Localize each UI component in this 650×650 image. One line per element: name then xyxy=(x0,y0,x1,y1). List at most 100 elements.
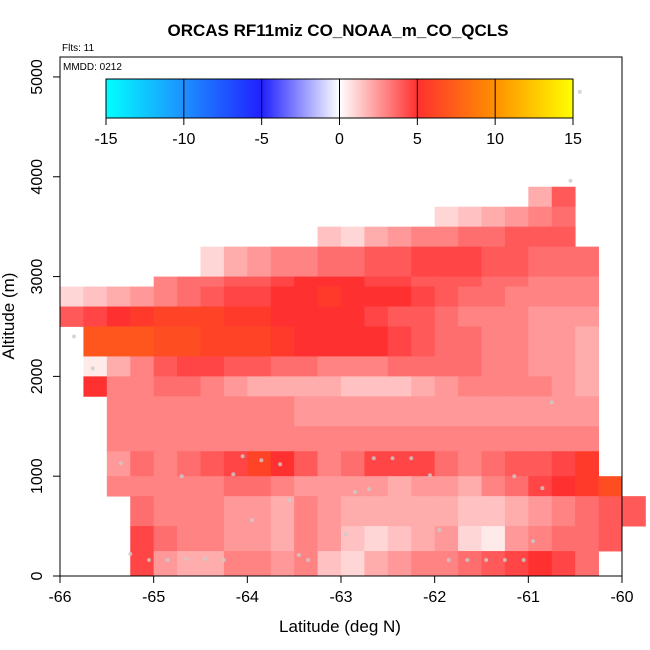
heatmap-cell xyxy=(200,426,225,452)
heatmap-cell xyxy=(200,496,225,527)
heatmap-cell xyxy=(153,551,178,577)
heatmap-cell xyxy=(387,306,412,327)
heatmap-cell xyxy=(551,476,576,497)
heatmap-cell xyxy=(481,356,506,377)
heatmap-cell xyxy=(551,226,576,248)
heatmap-cell xyxy=(153,426,178,452)
heatmap-cell xyxy=(551,206,576,228)
sample-point xyxy=(259,458,264,463)
sample-point xyxy=(531,539,536,544)
heatmap-cell xyxy=(434,326,459,357)
heatmap-cell xyxy=(504,276,529,287)
heatmap-cell xyxy=(223,376,248,397)
heatmap-cell xyxy=(200,451,225,477)
heatmap-cell xyxy=(528,551,553,577)
heatmap-cell xyxy=(481,276,506,287)
heatmap-cell xyxy=(270,286,295,307)
heatmap-cell xyxy=(551,356,576,377)
heatmap-cell xyxy=(130,326,155,357)
heatmap-cell xyxy=(177,326,201,357)
heatmap-cell xyxy=(153,451,178,477)
heatmap-cell xyxy=(551,551,576,577)
heatmap-cell xyxy=(551,396,576,427)
heatmap-cell xyxy=(223,276,248,287)
heatmap-cell xyxy=(411,476,436,497)
colorbar-tick-label: 5 xyxy=(413,131,422,148)
heatmap-cell xyxy=(364,376,389,397)
heatmap-cell xyxy=(294,426,318,452)
sample-point xyxy=(577,89,582,94)
heatmap-cell xyxy=(575,326,599,357)
heatmap-cell xyxy=(551,376,576,397)
x-axis: -66 -65 -64 -63 -62 -61 -60 xyxy=(48,576,634,606)
heatmap-cell xyxy=(177,526,201,552)
heatmap-cell xyxy=(153,286,178,307)
heatmap-cell xyxy=(622,496,646,527)
heatmap-cell xyxy=(83,286,108,307)
heatmap-cell xyxy=(341,246,365,277)
heatmap-cell xyxy=(247,551,272,577)
heatmap-cell xyxy=(177,286,201,307)
heatmap-cell xyxy=(294,306,318,327)
sample-point xyxy=(540,486,545,491)
heatmap-cell xyxy=(481,226,506,248)
heatmap-cell xyxy=(341,306,365,327)
heatmap-cell xyxy=(177,451,201,477)
heatmap-cell xyxy=(247,286,272,307)
heatmap-cell xyxy=(153,396,178,427)
heatmap-cell xyxy=(481,306,506,327)
heatmap-cell xyxy=(106,396,131,427)
heatmap-cell xyxy=(411,306,436,327)
heatmap-cell xyxy=(317,286,342,307)
heatmap-cell xyxy=(434,226,459,248)
heatmap-cell xyxy=(387,396,412,427)
heatmap-cell xyxy=(364,526,389,552)
heatmap-cell xyxy=(528,306,553,327)
heatmap-cell xyxy=(504,426,529,452)
heatmap-cell xyxy=(106,356,131,377)
heatmap-cell xyxy=(551,306,576,327)
heatmap-cell xyxy=(434,246,459,277)
heatmap-cell xyxy=(434,526,459,552)
sample-point xyxy=(343,532,348,537)
y-axis-label: Altitude (m) xyxy=(0,273,18,360)
heatmap-cell xyxy=(528,396,553,427)
heatmap-cell xyxy=(598,476,623,497)
sample-point xyxy=(296,553,301,558)
heatmap-cell xyxy=(200,476,225,497)
sample-point xyxy=(165,558,170,563)
heatmap-cell xyxy=(223,286,248,307)
heatmap-cell xyxy=(83,306,108,327)
heatmap-cell xyxy=(294,476,318,497)
heatmap-cell xyxy=(106,306,131,327)
heatmap-cell xyxy=(575,286,599,307)
heatmap-cell xyxy=(200,326,225,357)
heatmap-cell xyxy=(551,246,576,277)
heatmap-cell xyxy=(317,426,342,452)
sample-point xyxy=(446,558,451,563)
heatmap-cell xyxy=(200,396,225,427)
x-tick-label: -62 xyxy=(423,589,446,606)
heatmap-cell xyxy=(458,246,482,277)
heatmap-cell xyxy=(294,286,318,307)
heatmap-cell xyxy=(504,396,529,427)
heatmap-cell xyxy=(551,326,576,357)
heatmap-cell xyxy=(294,376,318,397)
heatmap-cell xyxy=(130,306,155,327)
heatmap-cell xyxy=(106,326,131,357)
heatmap-cell xyxy=(364,426,389,452)
heatmap-cell xyxy=(223,326,248,357)
heatmap-cell xyxy=(294,496,318,527)
heatmap-cell xyxy=(247,426,272,452)
heatmap-cell xyxy=(504,526,529,552)
heatmap-cell xyxy=(458,551,482,577)
heatmap-cell xyxy=(223,551,248,577)
heatmap-cell xyxy=(270,451,295,477)
heatmap-cell xyxy=(411,526,436,552)
colorbar-tick-label: -5 xyxy=(255,131,269,148)
x-axis-label: Latitude (deg N) xyxy=(279,617,401,636)
x-tick-label: -61 xyxy=(517,589,540,606)
sample-point xyxy=(521,558,526,563)
heatmap-cell xyxy=(294,326,318,357)
heatmap-cell xyxy=(528,451,553,477)
